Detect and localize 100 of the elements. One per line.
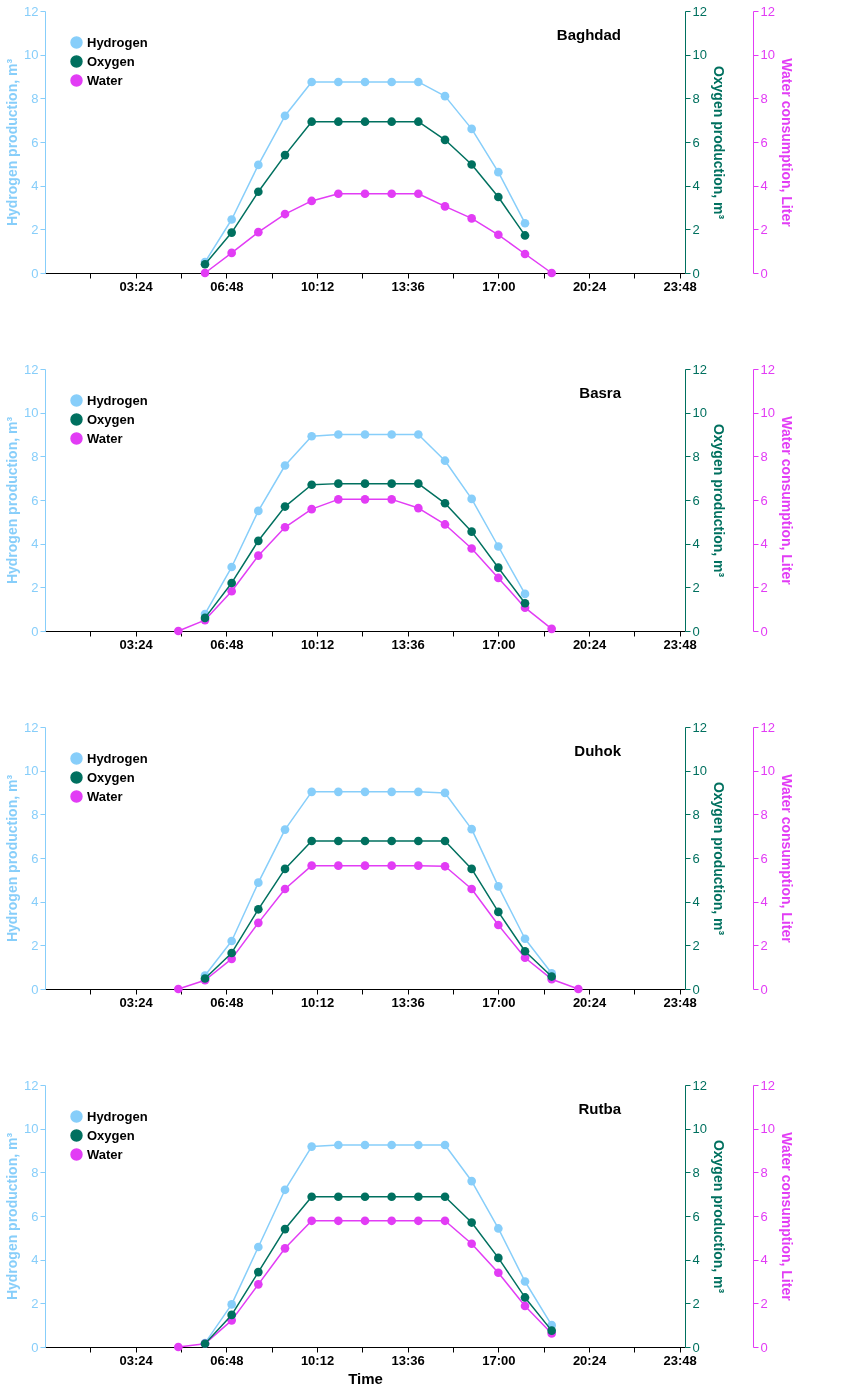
point <box>227 228 236 237</box>
point <box>334 479 343 488</box>
point <box>280 502 290 511</box>
point <box>307 117 316 127</box>
point <box>387 836 396 846</box>
point <box>307 77 316 87</box>
y3-tick-label: 0 <box>760 623 768 639</box>
point <box>254 1280 263 1289</box>
x-tick-label: 06:48 <box>210 1352 244 1368</box>
y3-tick-label: 12 <box>760 3 775 19</box>
x-tick-label: 17:00 <box>482 994 516 1010</box>
point <box>280 522 290 532</box>
point <box>334 189 343 199</box>
point <box>334 861 343 870</box>
y2-axis-title: Oxygen production, m³ <box>710 65 727 220</box>
y-tick-label: 0 <box>31 623 39 639</box>
point <box>254 536 263 546</box>
y-tick-label: 8 <box>31 1164 39 1180</box>
point <box>387 1216 396 1226</box>
y-axis-title: Hydrogen production, m³ <box>4 58 21 227</box>
point <box>520 1277 530 1286</box>
point <box>334 117 343 127</box>
x-tick-label: 20:24 <box>572 636 607 652</box>
y3-tick-label: 8 <box>760 1164 768 1180</box>
point <box>414 503 423 513</box>
point <box>360 430 370 439</box>
y2-axis-title: Oxygen production, m³ <box>710 781 727 936</box>
point <box>467 527 476 536</box>
point <box>280 1224 290 1234</box>
point <box>227 562 236 572</box>
point <box>494 167 503 177</box>
point <box>307 431 316 441</box>
point <box>467 124 476 134</box>
y3-tick-label: 4 <box>760 1252 768 1268</box>
point <box>414 1216 423 1226</box>
legend-label: Hydrogen <box>87 750 148 766</box>
y-tick-label: 2 <box>31 221 39 237</box>
point <box>360 1216 370 1226</box>
legend-label: Hydrogen <box>87 392 148 408</box>
y3-tick-label: 4 <box>760 894 768 910</box>
y2-tick-label: 8 <box>692 1164 700 1180</box>
point <box>494 230 503 240</box>
point <box>520 1293 530 1302</box>
point <box>547 268 556 278</box>
y2-tick-label: 10 <box>692 405 707 421</box>
y-tick-label: 10 <box>24 405 39 421</box>
y3-axis-title: Water consumption, Liter <box>778 58 795 228</box>
point <box>467 160 476 169</box>
x-tick-label: 10:12 <box>300 278 335 294</box>
y-tick-label: 12 <box>24 1077 39 1093</box>
point <box>174 626 183 636</box>
point <box>414 77 423 87</box>
y2-tick-label: 12 <box>692 719 707 735</box>
y3-axis-title: Water consumption, Liter <box>778 416 795 586</box>
point <box>360 787 370 797</box>
y3-tick-label: 10 <box>760 1121 775 1137</box>
legend-label: Oxygen <box>87 1127 135 1143</box>
y-axis-title: Hydrogen production, m³ <box>4 1132 21 1301</box>
point <box>254 1267 263 1277</box>
y2-tick-label: 0 <box>692 265 700 281</box>
point <box>387 77 396 87</box>
point <box>174 984 183 994</box>
point <box>307 1142 316 1151</box>
y3-axis-title: Water consumption, Liter <box>778 774 795 944</box>
point <box>414 479 423 488</box>
y-tick-label: 4 <box>31 1252 39 1268</box>
point <box>414 430 423 439</box>
y-tick-label: 0 <box>31 1339 39 1355</box>
point <box>520 589 530 599</box>
text: Baghdad <box>556 26 621 43</box>
x-tick-label: 20:24 <box>572 1352 607 1368</box>
y-tick-label: 6 <box>31 1208 39 1224</box>
point <box>280 1243 290 1253</box>
legend-label: Oxygen <box>87 769 135 785</box>
y-tick-label: 2 <box>31 1295 39 1311</box>
y2-axis-title: Oxygen production, m³ <box>710 1139 727 1294</box>
y3-tick-label: 8 <box>760 90 768 106</box>
point <box>280 825 290 834</box>
y3-tick-label: 12 <box>760 361 775 377</box>
y2-tick-label: 6 <box>692 850 700 866</box>
point <box>227 948 236 958</box>
y2-tick-label: 4 <box>692 178 700 194</box>
x-tick-label: 17:00 <box>482 1352 516 1368</box>
y2-tick-label: 0 <box>692 1339 700 1355</box>
point <box>227 586 236 596</box>
point <box>520 598 530 608</box>
point <box>520 218 530 228</box>
y3-tick-label: 2 <box>760 221 768 237</box>
point <box>307 1192 316 1202</box>
y2-tick-label: 6 <box>692 1208 700 1224</box>
point <box>414 1140 423 1150</box>
y3-tick-label: 6 <box>760 1208 768 1224</box>
x-tick-label: 23:48 <box>663 994 697 1010</box>
y-tick-label: 0 <box>31 981 39 997</box>
text: Basra <box>579 384 622 401</box>
point <box>227 215 236 224</box>
y3-tick-label: 2 <box>760 937 768 953</box>
point <box>467 864 476 874</box>
y2-tick-label: 4 <box>692 1252 700 1268</box>
y3-tick-label: 4 <box>760 178 768 194</box>
